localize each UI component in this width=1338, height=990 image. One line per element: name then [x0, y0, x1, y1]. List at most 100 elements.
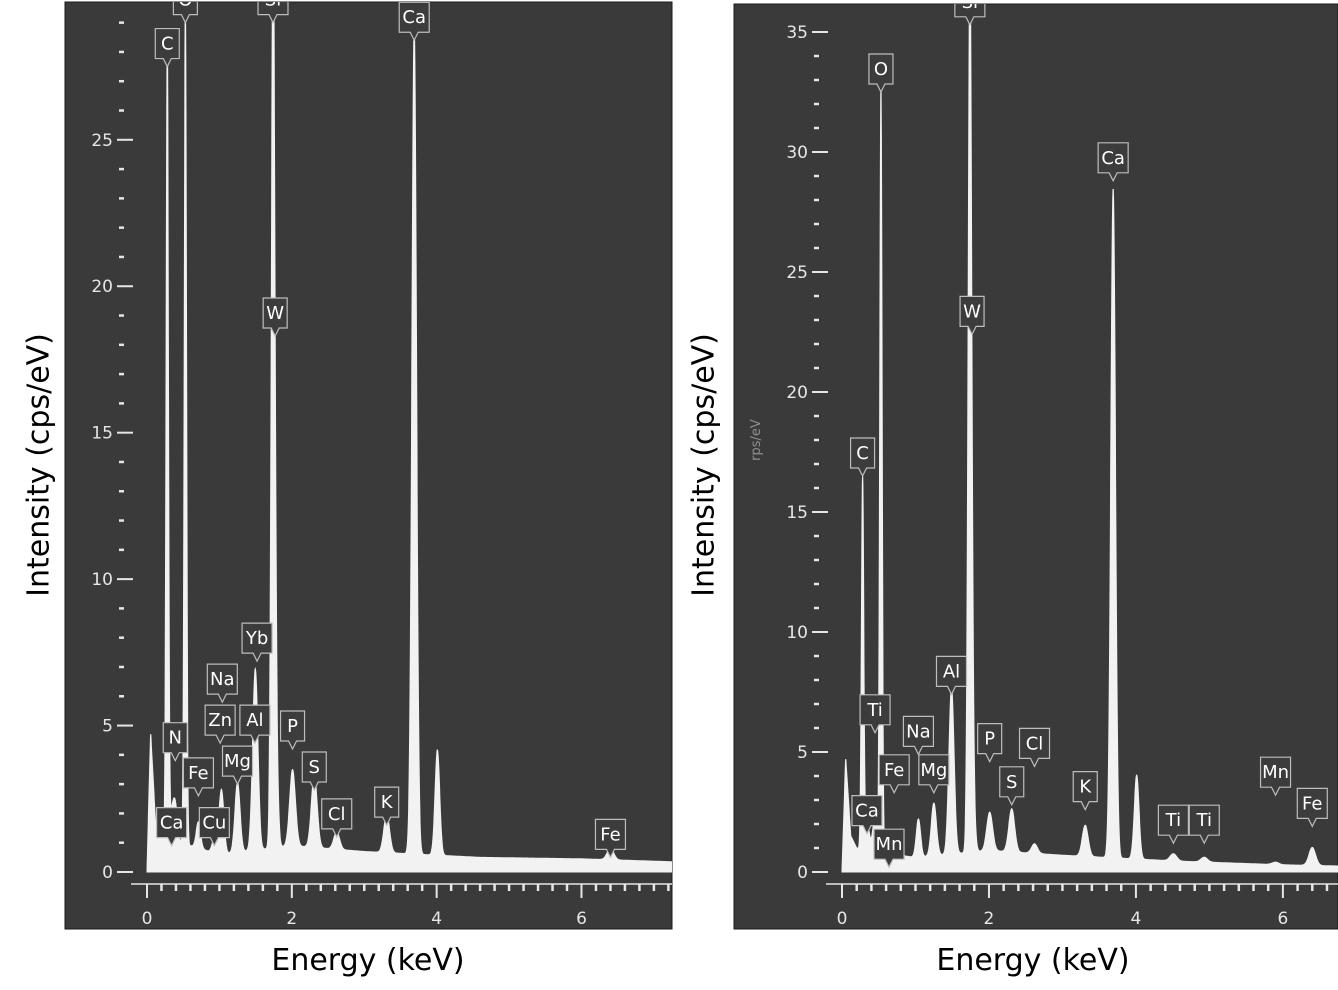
- marker-label: Al: [943, 661, 960, 682]
- x-axis: 0 2 4 6: [131, 883, 672, 929]
- peak-marker-ca: Ca: [1097, 142, 1129, 183]
- y-tick-label: 10: [786, 623, 808, 643]
- marker-callout: [239, 704, 271, 745]
- y-axis: 0 5 10 15 20 25: [91, 21, 133, 883]
- x-tick-label: 4: [1131, 909, 1142, 929]
- marker-label: Na: [210, 669, 235, 690]
- marker-label: N: [169, 728, 182, 749]
- marker-label: W: [963, 301, 981, 322]
- marker-label: Cl: [1026, 733, 1044, 754]
- marker-callout: [1157, 804, 1189, 845]
- peak-marker-mg: Mg: [918, 754, 950, 795]
- peak-marker-al: Al: [935, 655, 968, 696]
- peak-marker-n: N: [162, 722, 188, 763]
- marker-callout: [851, 795, 883, 835]
- peak-marker-w: W: [959, 295, 985, 336]
- y-tick-label: 15: [786, 503, 808, 523]
- peak-marker-ca: Ca: [156, 807, 188, 847]
- marker-callout: [902, 715, 935, 756]
- x-tick-label: 6: [576, 909, 587, 929]
- marker-label: Mg: [920, 760, 947, 781]
- marker-label: S: [309, 757, 320, 778]
- marker-callout: [935, 655, 968, 696]
- marker-callout: [257, 2, 289, 24]
- x-tick-label: 2: [984, 909, 995, 929]
- marker-label: W: [266, 303, 284, 324]
- marker-callout: [206, 663, 238, 704]
- plot-background: [733, 3, 1338, 930]
- marker-label: Na: [906, 721, 931, 742]
- marker-label: Ti: [1165, 810, 1181, 831]
- plot-background: [64, 1, 673, 930]
- y-tick-label: 20: [91, 277, 113, 297]
- y-tick-label: 5: [797, 743, 808, 763]
- peak-marker-cl: Cl: [1018, 727, 1051, 768]
- marker-label: P: [984, 729, 995, 750]
- marker-callout: [172, 2, 198, 24]
- marker-label: Al: [246, 710, 263, 731]
- marker-label: Fe: [600, 824, 620, 845]
- peak-marker-s: S: [301, 751, 327, 792]
- marker-label: Zn: [208, 710, 232, 731]
- marker-callout: [999, 766, 1025, 807]
- marker-label: K: [1079, 777, 1092, 798]
- peak-marker-ca: Ca: [398, 2, 430, 42]
- marker-label: Mn: [876, 834, 903, 855]
- peak-marker-cl: Cl: [321, 798, 353, 839]
- peak-marker-si: Si: [954, 0, 986, 27]
- peak-marker-ti: Ti: [859, 694, 891, 735]
- marker-callout: [398, 2, 430, 42]
- y-tick-label: 5: [102, 717, 113, 737]
- marker-callout: [1097, 142, 1129, 183]
- marker-label: Si: [265, 0, 281, 11]
- y-tick-label: 25: [786, 263, 808, 283]
- marker-callout: [204, 704, 236, 745]
- peak-marker-mn: Mn: [1259, 756, 1292, 797]
- spectrum-area: [841, 4, 1338, 873]
- marker-label: Ca: [160, 813, 184, 834]
- marker-callout: [374, 786, 400, 827]
- y-tick-label: 25: [91, 131, 113, 151]
- marker-label: Ca: [402, 7, 426, 28]
- marker-callout: [1296, 787, 1328, 828]
- marker-label: Ti: [1196, 810, 1212, 831]
- marker-callout: [868, 53, 894, 94]
- marker-label: Mn: [1262, 762, 1289, 783]
- x-tick-label: 0: [142, 909, 153, 929]
- peak-marker-si: Si: [257, 0, 289, 24]
- marker-callout: [162, 722, 188, 763]
- marker-callout: [959, 295, 985, 336]
- peak-marker-p: P: [977, 723, 1003, 763]
- x-axis-title: Energy (keV): [936, 943, 1129, 978]
- marker-callout: [1072, 771, 1098, 811]
- marker-callout: [321, 798, 353, 839]
- marker-callout: [859, 694, 891, 735]
- peak-marker-w: W: [262, 297, 288, 338]
- marker-label: Ca: [1101, 148, 1125, 169]
- peak-marker-s: S: [999, 766, 1025, 807]
- peak-marker-zn: Zn: [204, 704, 236, 745]
- peak-marker-c: C: [154, 27, 180, 68]
- marker-callout: [1018, 727, 1051, 768]
- marker-label: Cl: [328, 804, 346, 825]
- peak-marker-fe: Fe: [594, 818, 627, 859]
- panel-unit-label: rps/eV: [749, 419, 764, 461]
- y-tick-label: 0: [797, 863, 808, 883]
- peak-marker-yb: Yb: [241, 622, 273, 663]
- marker-callout: [594, 818, 627, 859]
- x-tick-label: 6: [1277, 909, 1288, 929]
- marker-callout: [198, 807, 230, 847]
- marker-callout: [154, 27, 180, 68]
- marker-label: Fe: [884, 760, 904, 781]
- marker-callout: [918, 754, 950, 795]
- peak-marker-ca: Ca: [851, 795, 883, 835]
- marker-label: Si: [962, 0, 978, 13]
- marker-callout: [301, 751, 327, 792]
- marker-label: Cu: [202, 813, 226, 834]
- marker-label: O: [874, 59, 888, 80]
- peak-marker-al: Al: [239, 704, 271, 745]
- marker-callout: [156, 807, 188, 847]
- peak-marker-k: K: [374, 786, 400, 827]
- x-tick-label: 4: [431, 909, 442, 929]
- chart-panel-2: 0 5 10 15 20 25 30 35 0 2 4 6 Si O Ca W C Al Ti Na P Cl Fe Mg S K…: [687, 0, 1338, 978]
